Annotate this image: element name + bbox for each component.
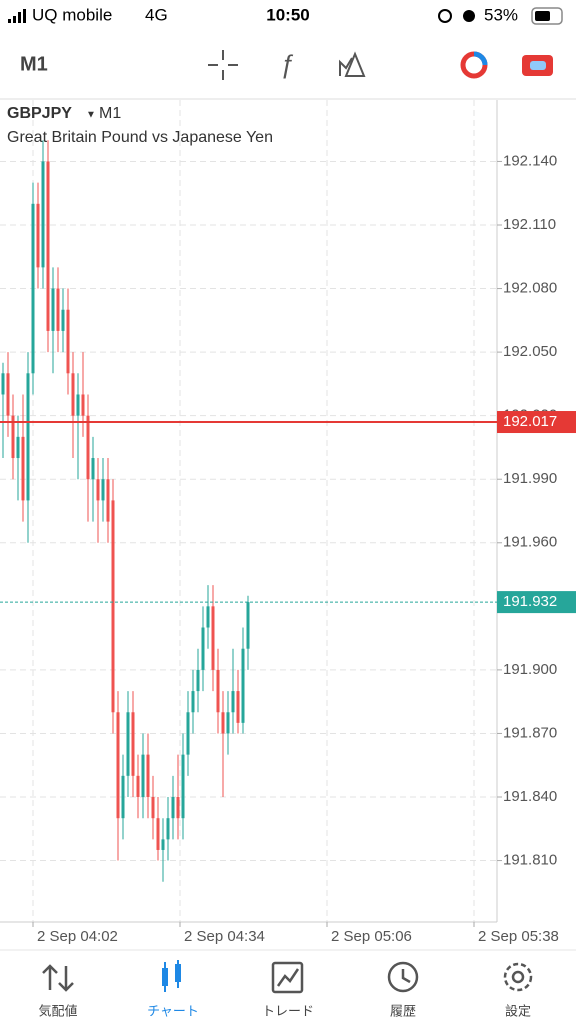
price-label-bg [497, 591, 576, 614]
price-label-bg [497, 411, 576, 434]
candle-body [216, 669, 220, 713]
bottom-nav: 気配値 チャート トレード 履歴 設定 [0, 949, 576, 1018]
clock: 10:50 [266, 5, 309, 24]
candle-body [126, 712, 130, 776]
candle-body [81, 394, 85, 416]
x-tick-label: 2 Sep 04:02 [37, 928, 118, 945]
battery-level: 53% [484, 5, 518, 24]
candle-body [31, 203, 35, 374]
x-tick-label: 2 Sep 05:38 [478, 928, 559, 945]
y-tick-label: 191.990 [503, 470, 557, 487]
candle-body [171, 797, 175, 819]
candle-body [71, 373, 75, 416]
x-tick-label: 2 Sep 04:34 [184, 928, 265, 945]
y-tick-label: 192.080 [503, 280, 557, 297]
candle-body [51, 288, 55, 331]
candle-body [46, 161, 50, 331]
candle-body [111, 500, 115, 713]
candle-body [56, 288, 60, 331]
candle-body [186, 712, 190, 755]
chart-header: GBPJPY ▼ M1 Great Britain Pound vs Japan… [7, 105, 273, 146]
price-axis: 191.810 191.840 191.870 191.900 191.960 191.9… [497, 152, 557, 869]
plot-area [1, 140, 250, 882]
toolbar: M1 ƒ [0, 49, 576, 100]
nav-label[interactable]: 履歴 [390, 1003, 416, 1018]
candle-body [141, 754, 145, 798]
candle-body [11, 415, 15, 459]
candle-body [86, 415, 90, 480]
candle-body [76, 394, 80, 416]
grid [0, 100, 497, 922]
candle-body [41, 161, 45, 268]
price-label: 192.017 [503, 413, 557, 430]
candle-body [161, 839, 165, 850]
candle-body [26, 373, 30, 501]
nav-label[interactable]: トレード [262, 1003, 314, 1018]
y-tick-label: 192.140 [503, 152, 557, 169]
candle-body [36, 203, 40, 268]
symbol-description: Great Britain Pound vs Japanese Yen [7, 129, 273, 146]
candle-body [6, 373, 10, 416]
candle-body [196, 669, 200, 692]
candle-body [226, 712, 230, 734]
crosshair-icon[interactable] [208, 50, 238, 80]
x-tick-label: 2 Sep 05:06 [331, 928, 412, 945]
candle-body [191, 691, 195, 713]
y-tick-label: 192.110 [503, 216, 556, 233]
status-bar: UQ mobile 4G 10:50 53% [8, 5, 563, 25]
candle-body [146, 754, 150, 798]
history-icon[interactable] [387, 961, 419, 993]
indicator-icon[interactable]: ƒ [280, 49, 294, 79]
candle-body [61, 309, 65, 331]
candle-body [211, 606, 215, 670]
candle-body [121, 775, 125, 819]
candle-body [131, 712, 135, 776]
symbol: GBPJPY [7, 105, 72, 122]
candle-body [221, 712, 225, 734]
candle-body [176, 797, 180, 819]
candle-body [166, 818, 170, 840]
candle-body [151, 797, 155, 819]
candle-body [21, 436, 25, 501]
quotes-icon[interactable] [42, 964, 74, 992]
chart-timeframe: M1 [99, 105, 121, 122]
candle-body [156, 818, 160, 850]
candle-body [136, 775, 140, 798]
nav-label[interactable]: 気配値 [38, 1003, 77, 1018]
candle-body [116, 712, 120, 819]
candle-body [246, 602, 250, 649]
y-tick-label: 191.960 [503, 534, 557, 551]
chart-icon[interactable] [162, 960, 181, 992]
y-tick-label: 191.840 [503, 788, 557, 805]
symbol-dropdown: ▼ [86, 110, 96, 121]
settings-icon[interactable] [503, 962, 533, 992]
y-tick-label: 191.810 [503, 852, 557, 869]
candle-body [96, 479, 100, 501]
candle-body [201, 627, 205, 670]
y-tick-label: 191.870 [503, 724, 557, 741]
candle-body [16, 436, 20, 459]
timeframe-button[interactable]: M1 [20, 53, 48, 75]
nav-label[interactable]: 設定 [505, 1003, 531, 1018]
y-tick-label: 192.050 [503, 343, 557, 360]
candle-body [91, 458, 95, 480]
carrier: UQ mobile [32, 5, 112, 24]
candle-body [66, 309, 70, 374]
candle-body [236, 691, 240, 723]
network: 4G [145, 5, 168, 24]
candle-body [181, 754, 185, 819]
candle-body [206, 606, 210, 628]
candle-body [101, 479, 105, 501]
y-tick-label: 191.900 [503, 661, 557, 678]
trade-nav-icon[interactable] [271, 961, 304, 994]
candle-body [1, 373, 5, 395]
price-label: 191.932 [503, 593, 557, 610]
candle-body [241, 648, 245, 723]
candle-body [231, 691, 235, 713]
nav-label[interactable]: チャート [147, 1003, 199, 1018]
objects-icon[interactable] [339, 51, 366, 77]
candle-body [106, 479, 110, 522]
